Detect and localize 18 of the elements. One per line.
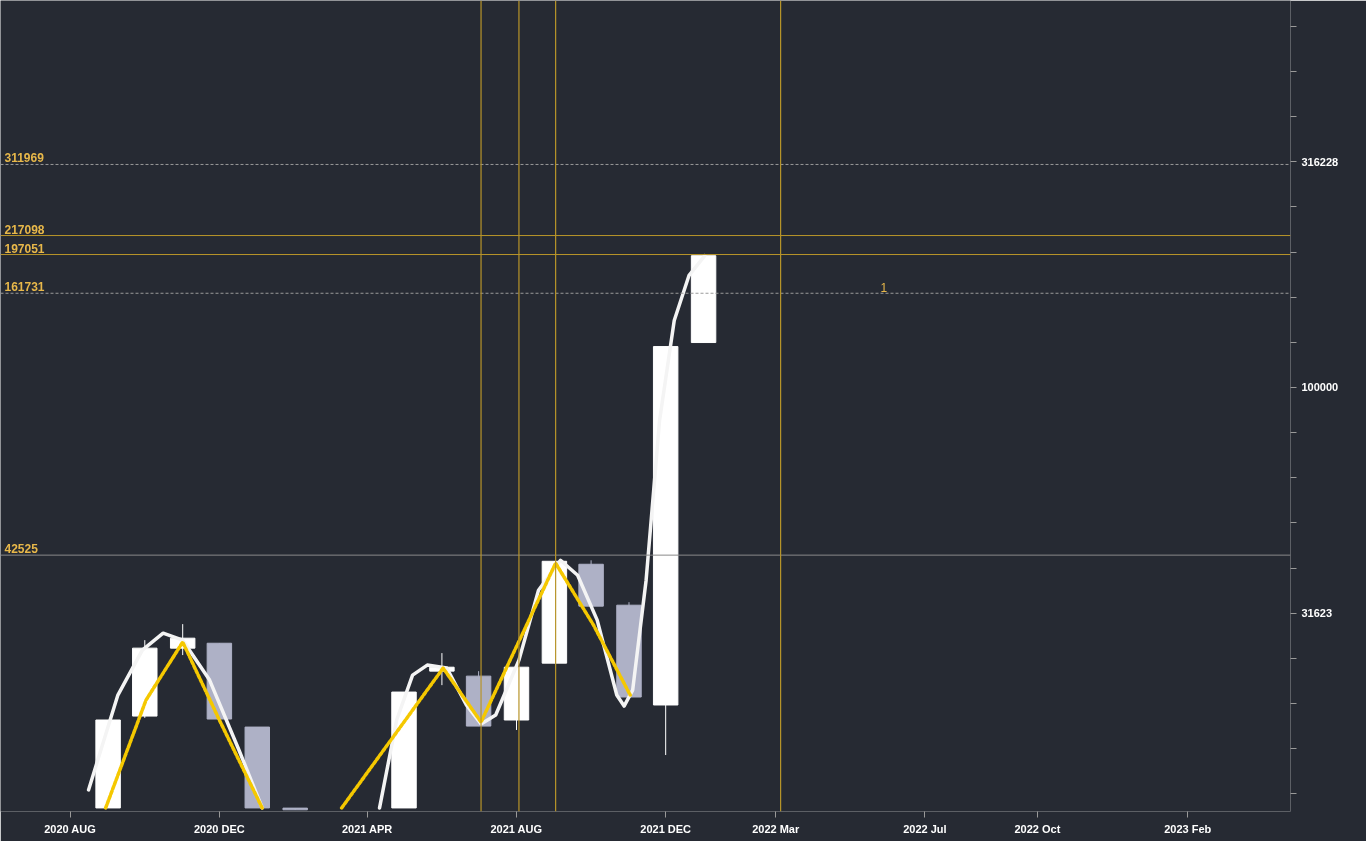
x-tick-label: 2021 APR xyxy=(341,822,393,835)
ref-line-label: 217098 xyxy=(4,222,45,237)
ref-line-label: 197051 xyxy=(4,241,45,256)
y-tick-label: 100000 xyxy=(1301,381,1339,394)
x-tick-label: 2021 DEC xyxy=(640,822,692,835)
y-tick-label: 31623 xyxy=(1301,607,1333,620)
ref-line-label: 42525 xyxy=(4,542,39,557)
x-tick-label: 2020 AUG xyxy=(44,822,96,835)
ref-line-label: 161731 xyxy=(4,280,45,295)
x-tick-label: 2020 DEC xyxy=(194,822,245,835)
x-tick-label: 2023 Feb xyxy=(1164,822,1212,835)
x-tick-label: 2022 Jul xyxy=(903,822,947,835)
x-tick-label: 2022 Mar xyxy=(752,822,800,835)
y-tick-label: 316228 xyxy=(1301,155,1339,168)
ref-line-label: 311969 xyxy=(4,151,45,166)
x-tick-label: 2021 AUG xyxy=(490,822,543,835)
annotation: 1 xyxy=(880,280,888,295)
x-tick-label: 2022 Oct xyxy=(1014,822,1061,835)
